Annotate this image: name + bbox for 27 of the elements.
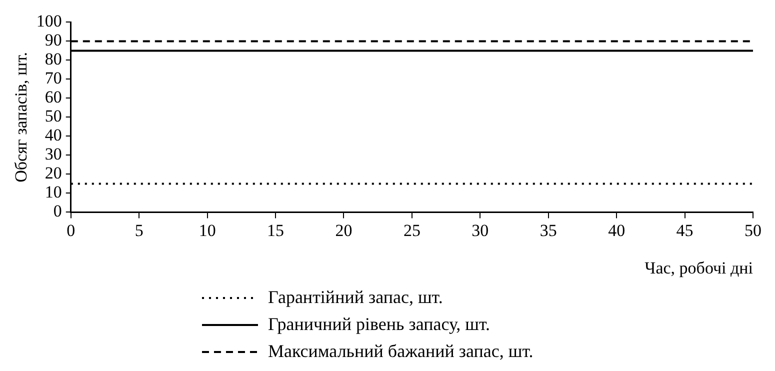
y-tick-label: 50 xyxy=(44,106,62,126)
legend-label: Максимальний бажаний запас, шт. xyxy=(268,341,534,362)
x-tick-label: 0 xyxy=(66,220,76,240)
legend-label: Гарантійний запас, шт. xyxy=(268,287,443,308)
x-tick-label: 5 xyxy=(134,220,144,240)
x-tick-label: 45 xyxy=(676,220,694,240)
y-tick-label: 60 xyxy=(44,88,62,107)
y-tick-label: 80 xyxy=(44,50,62,69)
y-tick-label: 10 xyxy=(44,182,62,202)
y-tick-label: 20 xyxy=(44,164,62,183)
x-tick-label: 20 xyxy=(335,220,352,240)
y-tick-label: 100 xyxy=(36,12,62,31)
x-tick-label: 25 xyxy=(403,220,420,240)
y-axis-title: Обсяг запасів, шт. xyxy=(12,52,31,182)
legend-label: Граничний рівень запасу, шт. xyxy=(268,314,490,335)
y-tick-label: 90 xyxy=(44,30,62,50)
y-tick-label: 0 xyxy=(53,202,62,221)
x-tick-label: 15 xyxy=(267,220,284,240)
x-axis-title: Час, робочі дні xyxy=(644,258,754,278)
x-tick-label: 30 xyxy=(472,220,489,240)
y-tick-label: 30 xyxy=(44,144,62,164)
y-tick-label: 70 xyxy=(44,68,62,88)
y-tick-label: 40 xyxy=(44,126,62,145)
x-tick-label: 40 xyxy=(608,220,626,240)
x-tick-label: 35 xyxy=(540,220,557,240)
x-tick-label: 10 xyxy=(198,220,216,240)
x-tick-label: 50 xyxy=(744,220,762,240)
